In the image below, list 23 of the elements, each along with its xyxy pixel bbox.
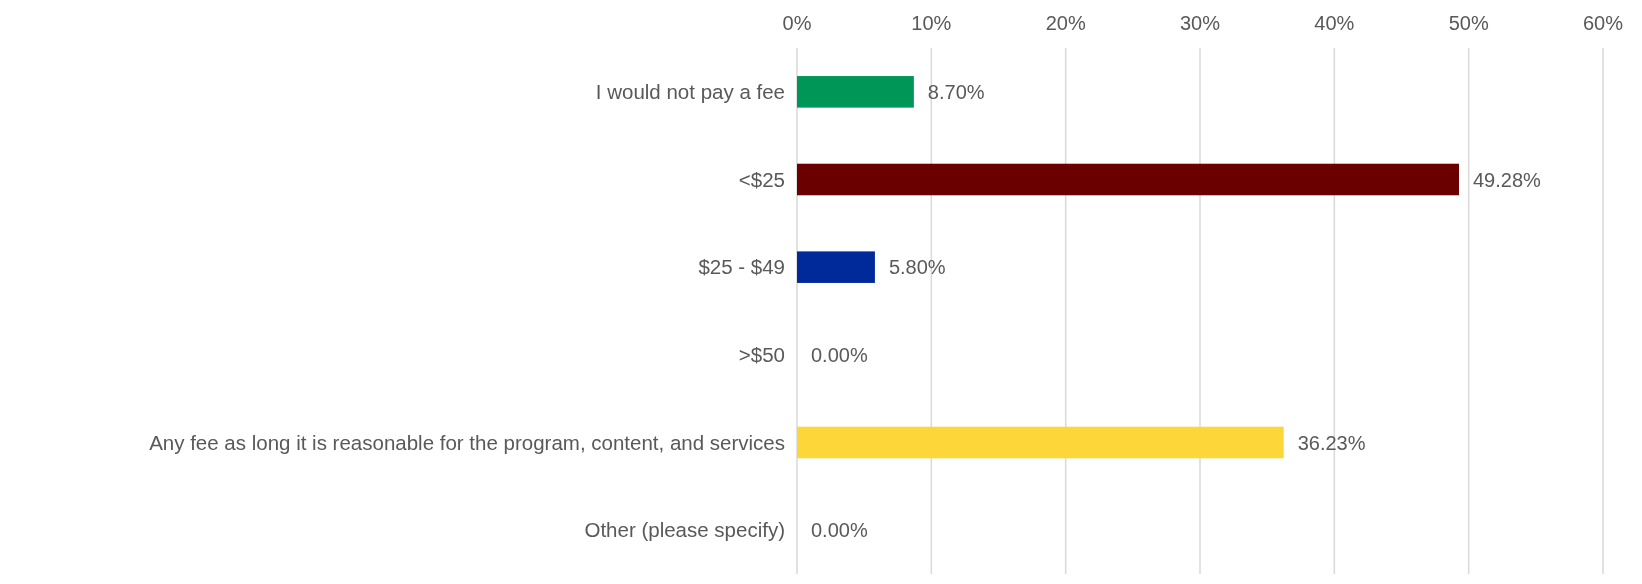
x-tick-label: 20%: [1045, 12, 1086, 34]
y-tick-label: <$25: [738, 167, 785, 191]
y-tick-label: Other (please specify): [584, 518, 785, 542]
x-tick-label: 0%: [782, 12, 812, 34]
y-tick-label: >$50: [738, 343, 785, 367]
x-tick-label: 50%: [1448, 12, 1489, 34]
data-label: 49.28%: [1472, 168, 1542, 191]
y-tick-label: I would not pay a fee: [595, 80, 785, 104]
x-tick-label: 40%: [1314, 12, 1355, 34]
y-tick-label: $25 - $49: [698, 255, 785, 279]
x-tick-label: 60%: [1582, 12, 1624, 34]
x-tick-label: 10%: [911, 12, 952, 34]
data-label: 8.70%: [927, 80, 985, 103]
bar: [797, 76, 914, 108]
bar: [797, 426, 1284, 459]
y-tick-label: Any fee as long it is reasonable for the program, content, and services: [149, 430, 785, 454]
data-label: 36.23%: [1297, 431, 1366, 454]
data-label: 5.80%: [888, 256, 946, 279]
bar: [797, 251, 875, 283]
data-label: 0.00%: [811, 343, 868, 366]
bar: [797, 163, 1459, 196]
data-label: 0.00%: [811, 519, 868, 542]
x-tick-label: 30%: [1179, 12, 1221, 34]
